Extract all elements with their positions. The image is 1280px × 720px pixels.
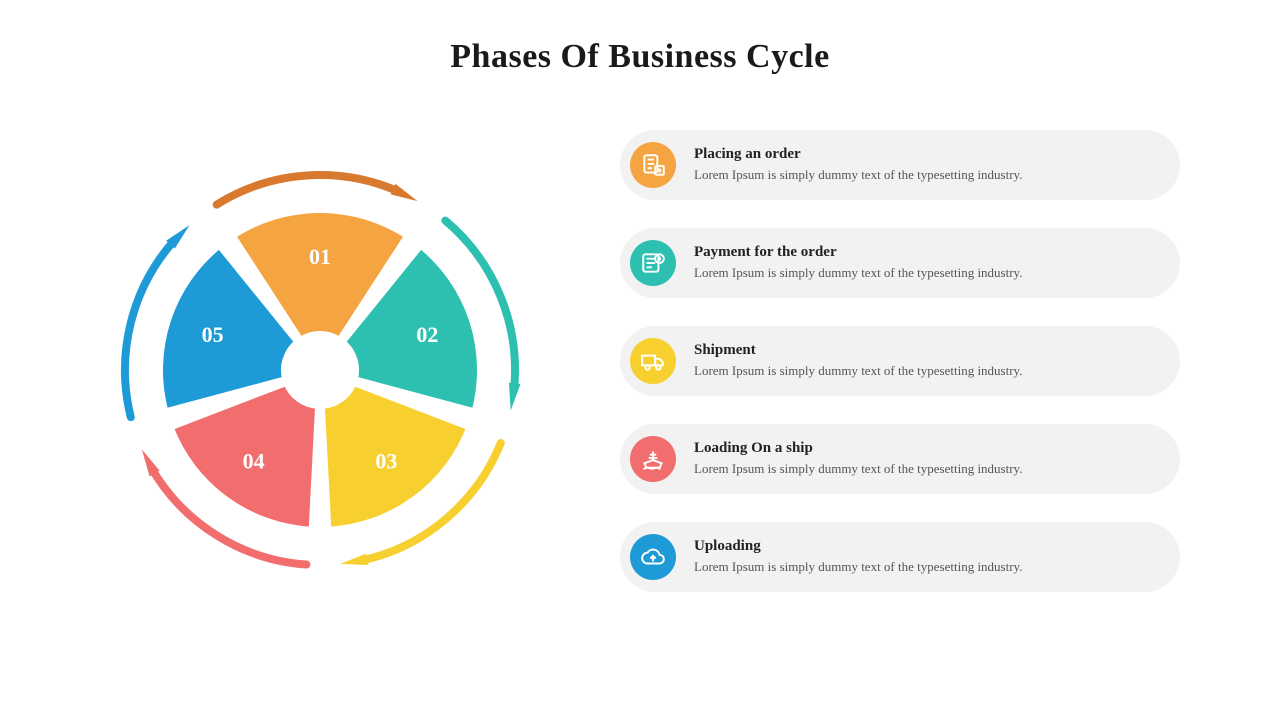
legend-title: Uploading <box>694 538 1156 555</box>
legend-item-3: Shipment Lorem Ipsum is simply dummy text… <box>620 326 1180 396</box>
ship-icon <box>630 436 676 482</box>
legend-title: Payment for the order <box>694 244 1156 261</box>
legend-item-1: Placing an order Lorem Ipsum is simply du… <box>620 130 1180 200</box>
legend-desc: Lorem Ipsum is simply dummy text of the … <box>694 167 1156 184</box>
legend-text: Placing an order Lorem Ipsum is simply du… <box>694 146 1156 184</box>
wheel-segment-label-05: 05 <box>202 322 224 347</box>
legend-title: Placing an order <box>694 146 1156 163</box>
legend-title: Shipment <box>694 342 1156 359</box>
payment-icon <box>630 240 676 286</box>
wheel-segment-label-04: 04 <box>243 448 265 473</box>
cycle-arrowhead-01 <box>391 184 418 201</box>
legend-desc: Lorem Ipsum is simply dummy text of the … <box>694 461 1156 478</box>
legend-desc: Lorem Ipsum is simply dummy text of the … <box>694 265 1156 282</box>
wheel-segment-label-01: 01 <box>309 244 331 269</box>
legend-desc: Lorem Ipsum is simply dummy text of the … <box>694 559 1156 576</box>
legend-list: Placing an order Lorem Ipsum is simply du… <box>620 130 1180 620</box>
truck-icon <box>630 338 676 384</box>
wheel-segment-label-03: 03 <box>375 448 397 473</box>
legend-text: Payment for the order Lorem Ipsum is simp… <box>694 244 1156 282</box>
legend-text: Loading On a ship Lorem Ipsum is simply d… <box>694 440 1156 478</box>
legend-text: Uploading Lorem Ipsum is simply dummy tex… <box>694 538 1156 576</box>
legend-item-4: Loading On a ship Lorem Ipsum is simply d… <box>620 424 1180 494</box>
cloud-icon <box>630 534 676 580</box>
legend-desc: Lorem Ipsum is simply dummy text of the … <box>694 363 1156 380</box>
legend-item-5: Uploading Lorem Ipsum is simply dummy tex… <box>620 522 1180 592</box>
slide: Phases Of Business Cycle 01 02 03 04 05 Plac… <box>0 0 1280 720</box>
legend-title: Loading On a ship <box>694 440 1156 457</box>
cycle-arrowhead-03 <box>340 554 368 565</box>
cycle-arrow-01 <box>217 175 400 205</box>
legend-item-2: Payment for the order Lorem Ipsum is simp… <box>620 228 1180 298</box>
wheel-segment-label-02: 02 <box>416 322 438 347</box>
cycle-wheel: 01 02 03 04 05 <box>110 160 530 580</box>
page-title: Phases Of Business Cycle <box>0 38 1280 76</box>
order-icon <box>630 142 676 188</box>
cycle-arrowhead-02 <box>509 383 521 411</box>
legend-text: Shipment Lorem Ipsum is simply dummy text… <box>694 342 1156 380</box>
